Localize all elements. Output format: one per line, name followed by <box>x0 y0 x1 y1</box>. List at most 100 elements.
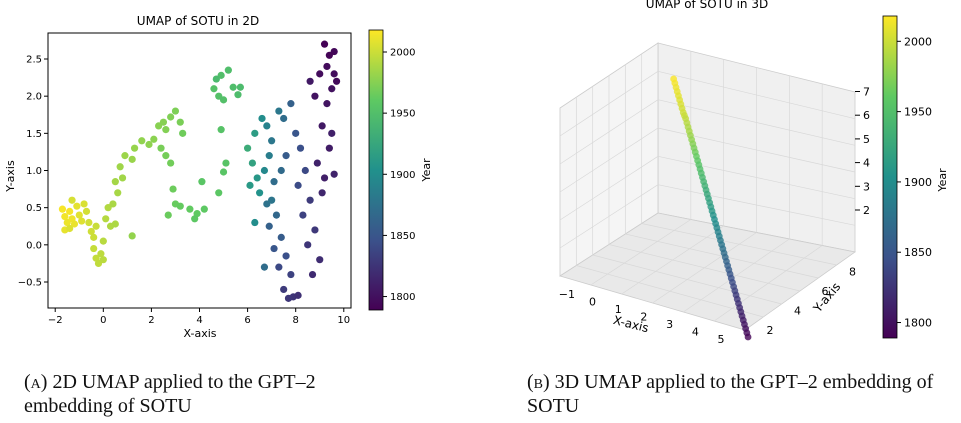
scatter-point-2d <box>270 244 278 253</box>
colorbar-tick-label: 1800 <box>904 317 932 330</box>
scatter-point-2d <box>70 220 79 228</box>
scatter-point-2d <box>80 200 88 208</box>
scatter-point-2d <box>260 166 269 175</box>
scatter-point-2d <box>275 263 283 271</box>
z-tick-label: 5 <box>863 133 870 146</box>
colorbar-tick-label: 1900 <box>904 176 932 189</box>
scatter-point-2d <box>159 118 168 126</box>
scatter-point-2d <box>284 294 293 302</box>
scatter-point-2d <box>253 174 261 182</box>
scatter-point-2d <box>97 250 105 258</box>
z-tick-label: 2 <box>863 204 870 217</box>
y-tick-label: 8 <box>849 266 856 279</box>
colorbar-tick-label: 1950 <box>904 106 932 119</box>
z-tick-label: 3 <box>863 180 870 193</box>
scatter-point-2d <box>191 215 199 223</box>
colorbar-tick-label: 1900 <box>390 170 415 181</box>
scatter-point-2d <box>109 200 117 208</box>
scatter-point-2d <box>323 62 331 71</box>
scatter-point-2d <box>280 114 288 123</box>
scatter-point-2d <box>308 270 317 279</box>
scatter-point-2d <box>243 144 252 152</box>
z-tick-label: 4 <box>863 157 870 170</box>
scatter-point-2d <box>186 205 194 213</box>
scatter-point-2d <box>318 122 326 130</box>
scatter-point-2d <box>330 170 338 178</box>
colorbar-tick-label: 1950 <box>390 109 415 120</box>
scatter-point-2d <box>268 137 276 145</box>
chart-2d-points <box>58 40 341 302</box>
scatter-point-2d <box>316 70 324 78</box>
y-tick-label: 6 <box>822 285 829 298</box>
scatter-point-2d <box>167 113 175 121</box>
scatter-point-2d <box>217 126 225 134</box>
x-tick-label: −2 <box>48 315 63 326</box>
chart-2d-colorbar-label: Year <box>420 158 433 183</box>
scatter-point-2d <box>282 252 290 260</box>
scatter-point-2d <box>61 212 69 221</box>
x-tick-label: 2 <box>148 315 154 326</box>
scatter-point-2d <box>82 207 91 215</box>
scatter-point-2d <box>162 126 170 134</box>
scatter-point-2d <box>222 159 230 167</box>
scatter-point-2d <box>198 178 206 186</box>
x-tick-label: −1 <box>559 288 575 301</box>
scatter-point-2d <box>294 291 302 299</box>
scatter-point-2d <box>224 66 232 74</box>
chart-3d-colorbar-label: Year <box>936 168 949 193</box>
scatter-point-2d <box>268 196 276 204</box>
grid-line <box>559 184 659 249</box>
y-tick-label: 2 <box>767 324 774 337</box>
y-tick-label: 0.5 <box>26 203 42 214</box>
scatter-point-2d <box>176 118 184 126</box>
scatter-point-2d <box>99 237 107 245</box>
chart-2d-ticks: −2 0 2 4 6 8 10 −0.5 0.0 0.5 1.0 1.5 2.0 2.5 <box>18 55 350 326</box>
chart-3d-colorbar-ticks: 1800 1850 1900 1950 2000 <box>897 35 932 330</box>
scatter-point-2d <box>210 85 218 93</box>
colorbar-tick-label: 1850 <box>390 231 415 242</box>
scatter-point-2d <box>171 107 180 115</box>
scatter-point-2d <box>66 224 74 233</box>
scatter-point-2d <box>90 233 98 241</box>
scatter-point-2d <box>87 227 95 236</box>
scatter-point-2d <box>128 155 136 163</box>
scatter-point-2d <box>164 211 172 219</box>
scatter-point-2d <box>265 222 273 230</box>
scatter-point-2d <box>215 189 223 197</box>
chart-3d-grid <box>559 51 856 322</box>
chart-2d-colorbar-ticks: 1800 1850 1900 1950 2000 <box>383 48 415 303</box>
x-tick-label: 4 <box>196 315 202 326</box>
scatter-point-2d <box>111 178 119 186</box>
z-tick-label: 6 <box>863 109 870 122</box>
scatter-point-2d <box>287 100 295 108</box>
x-tick-label: 5 <box>718 333 725 346</box>
scatter-point-2d <box>68 196 76 204</box>
scatter-point-2d <box>328 129 336 137</box>
z-tick-label: 7 <box>863 86 870 99</box>
scatter-point-2d <box>85 218 93 227</box>
scatter-point-2d <box>325 51 333 59</box>
scatter-point-2d <box>176 202 184 210</box>
scatter-point-2d <box>114 189 122 197</box>
scatter-point-2d <box>332 77 341 85</box>
scatter-point-2d <box>200 205 208 213</box>
grid-line <box>641 223 837 266</box>
chart-3d-points <box>670 75 752 341</box>
scatter-point-2d <box>138 137 146 145</box>
caption-a-label: (a) <box>24 371 48 393</box>
scatter-point-2d <box>323 100 331 108</box>
chart-3d-ticks: −1 0 1 2 3 4 5 2 4 6 8 2 3 4 5 6 7 <box>559 86 870 346</box>
scatter-point-2d <box>256 189 264 197</box>
colorbar-tick-label: 1800 <box>390 292 415 303</box>
scatter-point-2d <box>212 75 220 83</box>
scatter-point-2d <box>265 152 273 160</box>
scatter-point-2d <box>121 152 129 160</box>
scatter-point-2d <box>251 129 259 137</box>
scatter-point-2d <box>246 181 254 189</box>
scatter-point-2d <box>90 244 98 253</box>
scatter-point-2d <box>150 135 158 143</box>
scatter-point-2d <box>311 92 319 100</box>
scatter-point-2d <box>277 233 285 241</box>
